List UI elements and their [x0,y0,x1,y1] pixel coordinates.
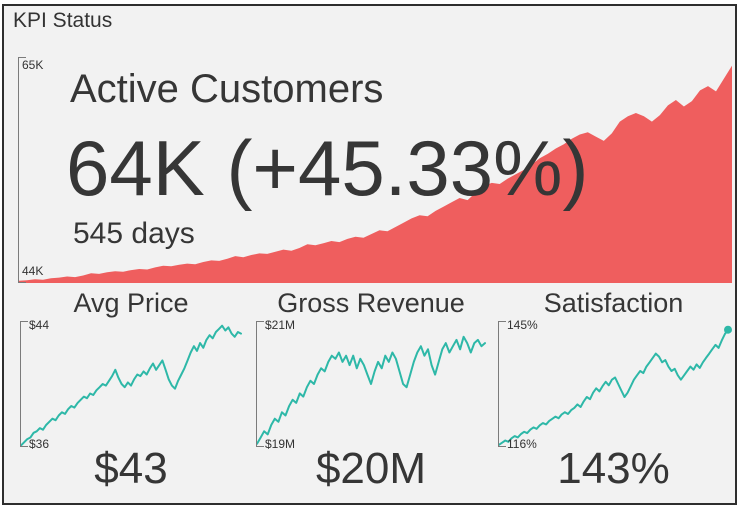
active-customers-area-chart[interactable] [19,57,732,283]
gross-revenue-sparkline[interactable] [256,321,489,447]
y-axis-min-label: $19M [265,437,296,451]
kpi-card-satisfaction[interactable]: Satisfaction 145% 116% 143% [493,287,734,503]
main-kpi-chart[interactable]: 65K 44K Active Customers 64K (+45.33%) 5… [18,57,732,283]
sparkline-area: $21M $19M [256,318,489,451]
y-axis-bracket-icon [18,57,27,283]
kpi-value: 64K (+45.33%) [66,124,589,212]
y-axis-max-label: $44 [29,318,50,332]
card-value: $43 [94,444,168,493]
y-axis-min-label: 116% [507,437,537,451]
card-title: Avg Price [73,288,189,318]
kpi-status-widget: KPI Status 65K 44K Active Customers 64K … [2,4,737,505]
y-axis-min-label: $36 [29,437,50,451]
y-axis-max-label: 145% [507,318,538,332]
sparkline-area: $44 $36 [20,318,245,451]
kpi-card-gross-revenue[interactable]: Gross Revenue $21M $19M $20M [251,287,491,503]
sparkline-area: 145% 116% [498,318,732,451]
y-axis-max-label: $21M [265,318,296,332]
satisfaction-sparkline[interactable] [498,321,732,447]
kpi-card-avg-price[interactable]: Avg Price $44 $36 $43 [15,287,247,503]
card-title: Gross Revenue [277,288,465,318]
avg-price-sparkline[interactable] [20,321,245,447]
card-value: 143% [557,444,670,493]
card-title: Satisfaction [543,288,684,318]
y-axis-bracket-icon [256,321,265,447]
y-axis-max-label: 65K [22,58,44,72]
y-axis-bracket-icon [498,321,507,447]
kpi-title: Active Customers [70,67,384,111]
card-value: $20M [315,444,427,493]
widget-title: KPI Status [13,9,113,32]
kpi-period: 545 days [73,217,195,250]
y-axis-bracket-icon [20,321,29,447]
y-axis-min-label: 44K [22,264,44,278]
